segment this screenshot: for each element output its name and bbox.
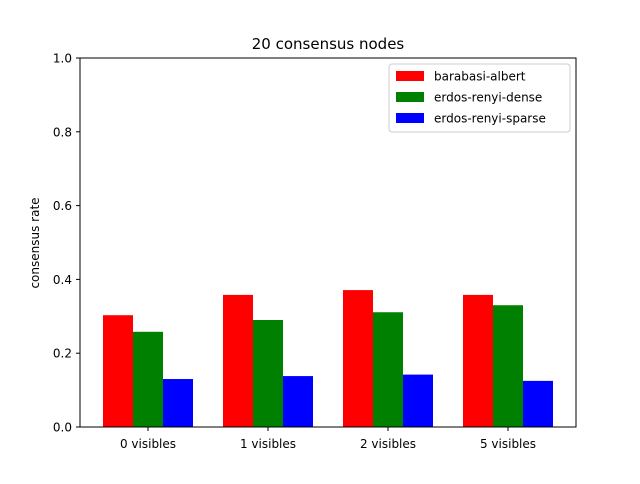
legend-box [388,63,571,133]
bars-layer [103,290,553,427]
legend-swatch-erdos-renyi-dense [396,92,424,102]
x-tick-label: 1 visibles [240,437,296,451]
bar-erdos-renyi-dense-1 [253,319,283,427]
legend-swatch-barabasi-albert [396,71,424,81]
bar-erdos-renyi-sparse-2 [403,374,433,427]
legend-label: erdos-renyi-dense [434,91,542,105]
bar-erdos-renyi-dense-2 [373,312,403,427]
bar-barabasi-albert-2 [343,290,373,427]
x-tick-label: 0 visibles [120,437,176,451]
legend-label: erdos-renyi-sparse [434,112,546,126]
y-tick-label: 1.0 [53,52,72,66]
bar-erdos-renyi-dense-3 [493,305,523,427]
y-tick-label: 0.6 [53,199,72,213]
bar-barabasi-albert-0 [103,315,133,427]
y-tick-label: 0.0 [53,421,72,435]
x-tick-label: 2 visibles [360,437,416,451]
bar-barabasi-albert-3 [463,294,493,427]
y-axis-label: consensus rate [28,197,42,288]
bar-erdos-renyi-dense-0 [133,331,163,427]
bar-erdos-renyi-sparse-0 [163,379,193,427]
chart-title: 20 consensus nodes [252,35,405,53]
axes-layer: 0.0 0.2 0.4 0.6 0.8 1.0 0 visibles 1 visibles 2 … [53,52,577,451]
bar-erdos-renyi-sparse-1 [283,376,313,427]
y-tick-label: 0.4 [53,273,72,287]
legend: barabasi-albert erdos-renyi-dense erdos-re… [388,63,571,133]
x-tick-label: 5 visibles [480,437,536,451]
y-tick-label: 0.2 [53,347,72,361]
legend-label: barabasi-albert [434,70,526,84]
legend-swatch-erdos-renyi-sparse [396,113,424,123]
plot-frame [79,57,577,428]
bar-erdos-renyi-sparse-3 [523,380,553,427]
bar-barabasi-albert-1 [223,294,253,427]
y-tick-label: 0.8 [53,125,72,139]
